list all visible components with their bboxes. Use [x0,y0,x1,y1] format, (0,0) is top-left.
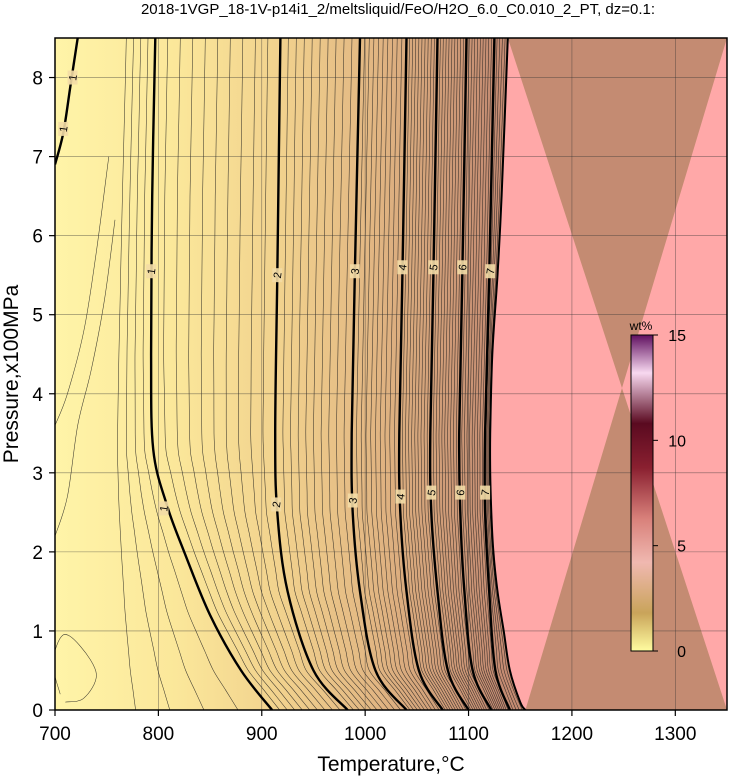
svg-text:1: 1 [58,125,71,133]
y-tick-label: 3 [32,464,43,485]
svg-text:5: 5 [426,489,439,497]
y-tick-label: 2 [32,543,43,564]
contour-label-1: 1 [158,501,171,516]
major-contour-line-7 [483,38,512,710]
minor-contour-line [55,634,97,703]
contour-label-5: 5 [428,260,441,275]
svg-text:2: 2 [272,271,285,279]
y-axis-ticks: 0 1 2 3 4 5 6 7 8 [32,69,55,722]
colorbar-tick-label: 15 [668,328,686,345]
plot-frame [54,37,728,711]
major-contour-line-4 [397,38,444,710]
x-tick-label: 800 [143,724,175,745]
y-tick-label: 8 [32,69,43,90]
svg-text:1: 1 [158,505,171,513]
x-tick-label: 1000 [344,724,386,745]
svg-text:6: 6 [457,264,470,272]
x-tick-label: 700 [39,724,71,745]
colorbar-tick-label: 5 [677,539,686,556]
major-contour-line-6 [457,38,493,710]
svg-text:3: 3 [347,497,360,505]
y-tick-label: 5 [32,306,43,327]
major-contour-line-1 [55,38,79,165]
liquidus-boundary-line [489,38,527,710]
x-axis-title: Temperature,°C [317,753,464,776]
contour-label-4: 4 [395,489,408,504]
svg-text:7: 7 [480,489,493,497]
contour-label-7: 7 [485,264,498,279]
svg-text:7: 7 [485,267,498,275]
colorbar-unit: wt% [629,319,653,333]
contour-label-4: 4 [397,260,410,275]
contour-label-5: 5 [426,485,439,500]
major-contour-line-5 [428,38,470,710]
colorbar-ticks: 0 5 10 15 [653,328,686,661]
svg-text:4: 4 [395,493,408,501]
contour-label-6: 6 [455,485,468,500]
major-contour-line-3 [350,38,408,710]
contour-label-1: 1 [58,121,71,136]
y-tick-label: 6 [32,227,43,248]
liquidus-region [490,38,727,710]
contour-label-6: 6 [457,260,470,275]
major-contours [55,38,512,710]
contour-label-2: 2 [271,497,284,512]
minor-contour-line [55,156,110,426]
svg-text:2: 2 [271,501,284,509]
y-tick-label: 1 [32,622,43,643]
svg-text:3: 3 [349,267,362,275]
colorbar-tick-label: 10 [668,433,686,450]
x-tick-label: 900 [246,724,278,745]
x-tick-label: 1300 [654,724,696,745]
y-tick-label: 4 [32,385,43,406]
contour-label-3: 3 [349,264,362,279]
contour-label-7: 7 [480,485,493,500]
contour-label-1: 1 [146,264,159,279]
grid-lines [55,38,727,710]
colorbar: wt% 0 5 10 15 [629,319,686,661]
x-tick-label: 1200 [551,724,593,745]
y-tick-label: 7 [32,148,43,169]
x-axis-ticks: 700 800 900 1000 1100 1200 1300 [39,710,696,745]
chart-title: 2018-1VGP_18-1V-p14i1_2/meltsliquid/FeO/… [141,1,655,18]
contour-label-3: 3 [347,493,360,508]
svg-text:6: 6 [455,489,468,497]
colorbar-tick-label: 0 [677,644,686,661]
y-tick-label: 0 [32,701,43,722]
contour-label-2: 2 [272,268,285,283]
svg-text:1: 1 [146,267,159,275]
colorbar-gradient [630,334,654,652]
contour-label-1: 1 [67,70,80,85]
x-tick-label: 1100 [448,724,489,745]
plot-area: 1 1 2 2 3 3 4 4 5 5 6 6 7 7 1 1 [55,38,727,710]
minor-contour-line [55,219,116,537]
major-contour-line-2 [273,38,349,710]
major-contour-line-1 [149,38,274,710]
contour-labels: 1 1 2 2 3 3 4 4 5 5 6 6 7 7 1 1 [58,70,498,516]
svg-text:5: 5 [428,264,441,272]
svg-text:1: 1 [67,74,80,82]
y-axis-title: Pressure,x100MPa [0,284,23,463]
svg-text:4: 4 [397,264,410,272]
